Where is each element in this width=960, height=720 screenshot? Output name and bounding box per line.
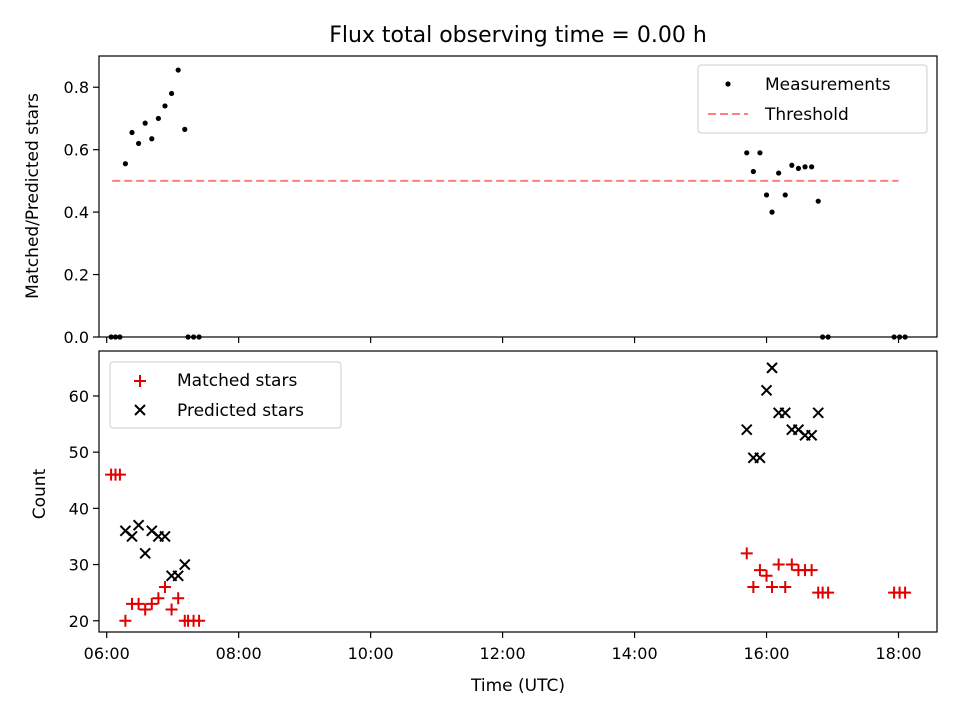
predicted-stars-point <box>179 558 191 571</box>
axes-frame <box>98 350 938 633</box>
top-legend: Measurements Threshold <box>697 64 928 134</box>
x-tick-label: 08:00 <box>216 644 262 663</box>
matched-stars-point <box>785 558 798 571</box>
measurement-point <box>763 192 770 198</box>
measurement-point <box>142 120 148 126</box>
y-tick-label: 0.6 <box>64 141 89 160</box>
plot-area <box>108 67 908 340</box>
predicted-stars-point <box>132 519 145 531</box>
matched-stars-point <box>145 597 158 610</box>
legend-matched-marker <box>134 375 146 387</box>
legend-measurements-marker <box>725 81 731 87</box>
predicted-stars-point <box>779 407 791 419</box>
measurement-point <box>769 209 775 215</box>
x-tick-label: 10:00 <box>348 644 394 663</box>
x-tick-label: 16:00 <box>743 644 789 663</box>
matched-stars-point <box>119 614 132 627</box>
measurement-point <box>802 164 808 170</box>
matched-stars-point <box>766 581 779 594</box>
bottom-panel: Count Time (UTC) Matched stars Predicted… <box>30 350 938 696</box>
legend-measurements-label: Measurements <box>765 75 891 95</box>
matched-stars-point <box>760 569 773 582</box>
y-tick-label: 30 <box>69 556 89 575</box>
matched-stars-point <box>805 564 818 577</box>
matched-stars-point <box>139 603 152 616</box>
measurement-point <box>149 136 155 142</box>
predicted-stars-point <box>741 423 753 436</box>
legend-predicted-label: Predicted stars <box>177 401 304 421</box>
measurement-point <box>122 161 128 167</box>
axes-frame <box>98 55 938 338</box>
predicted-stars-point <box>126 530 138 543</box>
x-tick-label: 14:00 <box>612 644 658 663</box>
matched-stars-point <box>740 547 753 560</box>
bottom-legend-box <box>109 361 342 429</box>
matched-stars-point <box>772 558 785 571</box>
y-tick-label: 0.8 <box>64 78 89 97</box>
measurement-point <box>135 140 142 147</box>
matched-stars-point <box>165 603 178 616</box>
matched-stars-point <box>193 614 206 627</box>
measurement-point <box>155 115 161 122</box>
measurement-point <box>744 150 750 156</box>
chart-title: Flux total observing time = 0.00 h <box>329 23 707 48</box>
measurement-point <box>757 150 763 156</box>
top-legend-box <box>697 64 928 134</box>
x-tick-label: 18:00 <box>875 644 921 663</box>
matched-stars-point <box>753 564 766 577</box>
measurement-point <box>815 198 821 204</box>
bottom-ylabel: Count <box>30 468 50 519</box>
y-tick-label: 40 <box>69 499 89 518</box>
measurement-point <box>162 103 168 109</box>
matched-stars-point <box>779 581 792 594</box>
measurement-point <box>809 164 815 170</box>
top-ylabel: Matched/Predicted stars <box>23 93 43 299</box>
legend-matched-label: Matched stars <box>177 371 297 391</box>
top-panel: Matched/Predicted stars Measurements Thr… <box>23 55 938 347</box>
y-tick-label: 20 <box>69 612 89 631</box>
predicted-stars-point <box>172 570 184 582</box>
matched-stars-point <box>152 592 165 605</box>
measurement-point <box>129 129 135 136</box>
predicted-stars-point <box>159 530 171 543</box>
predicted-stars-point <box>805 429 818 442</box>
measurement-point <box>795 165 802 171</box>
predicted-stars-point <box>766 362 778 374</box>
x-tick-label: 06:00 <box>84 644 130 663</box>
y-tick-label: 0.4 <box>64 203 89 222</box>
matched-stars-point <box>747 581 760 594</box>
predicted-stars-point <box>139 547 151 560</box>
x-tick-label: 12:00 <box>480 644 526 663</box>
measurement-point <box>789 162 795 168</box>
y-tick-label: 0.0 <box>64 328 89 347</box>
bottom-legend: Matched stars Predicted stars <box>109 361 342 429</box>
measurement-point <box>182 126 188 132</box>
bottom-xlabel: Time (UTC) <box>470 676 565 696</box>
y-tick-label: 0.2 <box>64 266 89 285</box>
plot-area <box>105 362 912 627</box>
matched-stars-point <box>158 581 171 594</box>
matched-stars-point <box>113 468 126 481</box>
legend-threshold-label: Threshold <box>764 105 849 125</box>
matched-stars-point <box>822 586 835 599</box>
matched-stars-point <box>899 586 912 599</box>
measurement-point <box>782 192 788 198</box>
predicted-stars-point <box>812 407 824 419</box>
measurement-point <box>175 67 181 73</box>
predicted-stars-point <box>754 452 766 464</box>
matched-stars-point <box>132 597 145 610</box>
measurement-point <box>776 170 782 176</box>
y-tick-label: 50 <box>69 443 89 462</box>
legend-predicted-marker <box>134 404 146 416</box>
predicted-stars-point <box>760 384 773 397</box>
measurement-point <box>750 168 756 175</box>
y-tick-label: 60 <box>69 387 89 406</box>
measurement-point <box>168 90 175 97</box>
matched-stars-point <box>172 592 185 605</box>
